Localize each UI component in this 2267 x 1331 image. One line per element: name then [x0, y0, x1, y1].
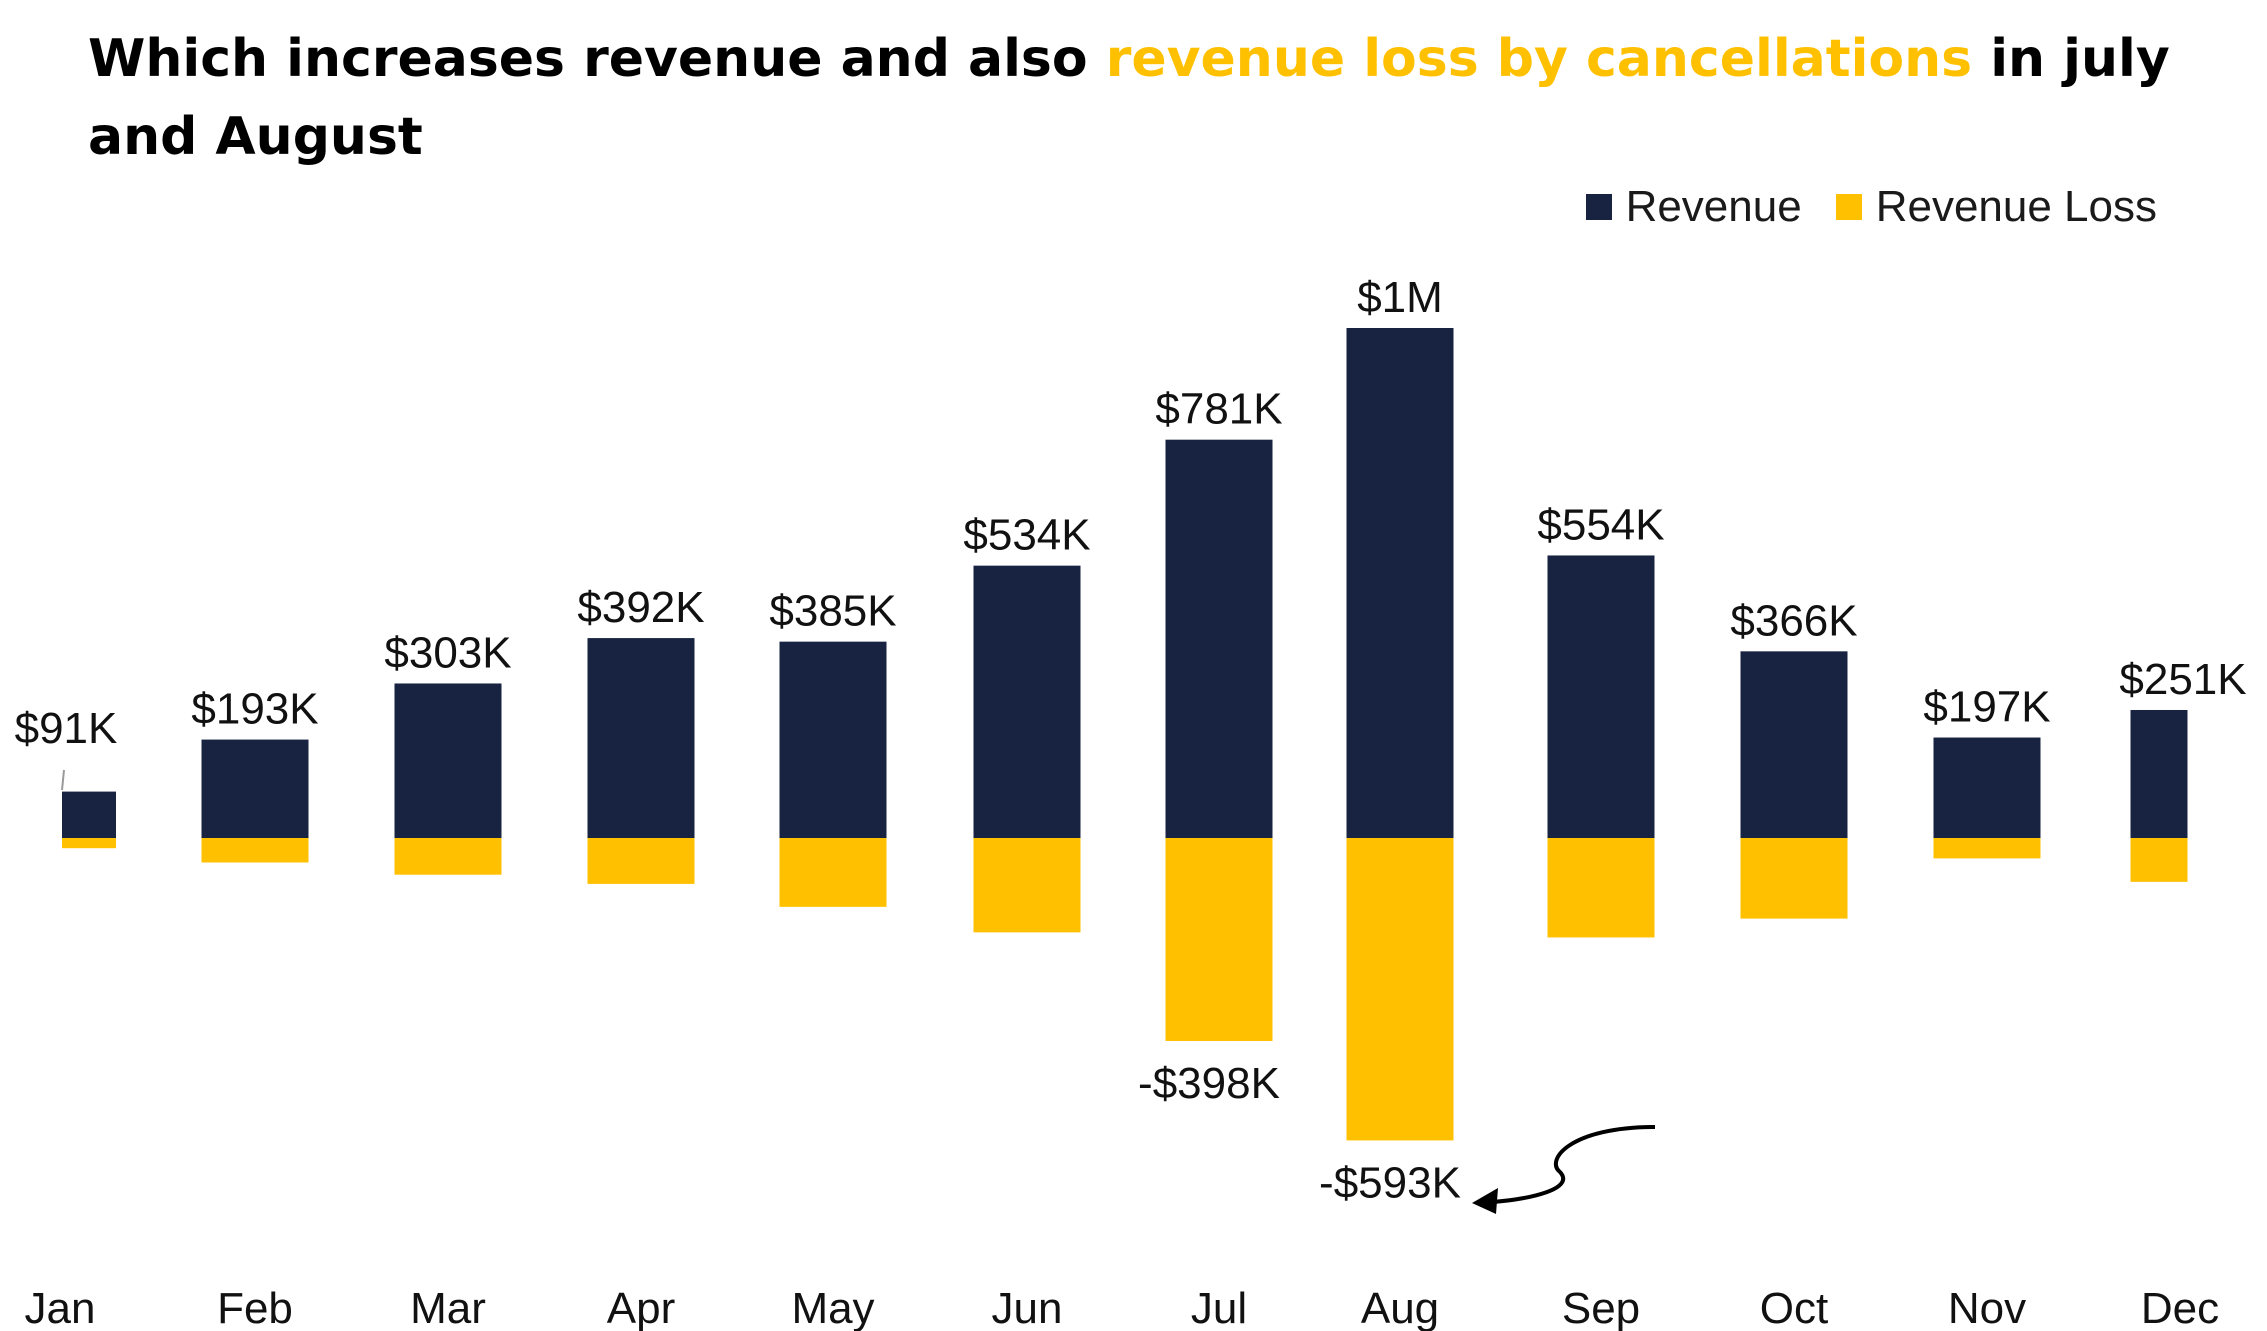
x-tick-label-jul: Jul — [1191, 1284, 1247, 1331]
legend-item-revenue: Revenue — [1585, 182, 1802, 232]
x-tick-label-sep: Sep — [1562, 1284, 1640, 1331]
bar-revenue-aug — [1346, 328, 1454, 838]
x-tick-label-oct: Oct — [1760, 1284, 1828, 1331]
bar-revenue-loss-jul — [1165, 838, 1273, 1041]
data-label-revenue-jan: $91K — [15, 704, 118, 753]
bar-revenue-jun — [973, 565, 1081, 838]
data-label-revenue-jun: $534K — [963, 511, 1090, 560]
annotation-arrow — [1477, 1125, 1656, 1205]
bar-revenue-loss-feb — [201, 838, 309, 863]
data-label-revenue-oct: $366K — [1730, 596, 1857, 645]
x-tick-label-apr: Apr — [607, 1284, 675, 1331]
bar-revenue-feb — [201, 739, 309, 838]
legend-label-revenue-loss: Revenue Loss — [1875, 182, 2157, 231]
bar-revenue-oct — [1740, 651, 1848, 838]
bar-revenue-apr — [587, 638, 695, 838]
x-axis-labels: Jan Feb Mar Apr May Jun Jul Aug Sep Oct Nov Dec — [25, 1284, 2220, 1331]
data-label-revenue-loss-aug: -$593K — [1319, 1158, 1461, 1207]
data-label-revenue-dec: $251K — [2119, 655, 2246, 704]
bar-revenue-loss-may — [779, 838, 887, 907]
x-tick-label-feb: Feb — [217, 1284, 293, 1331]
legend-label-revenue: Revenue — [1625, 182, 1802, 231]
bar-revenue-nov — [1933, 737, 2041, 838]
bar-revenue-loss-apr — [587, 838, 695, 884]
x-tick-label-may: May — [791, 1284, 874, 1331]
x-tick-label-mar: Mar — [410, 1284, 486, 1331]
bar-revenue-mar — [394, 683, 502, 838]
x-tick-label-aug: Aug — [1361, 1284, 1439, 1331]
annotation-arrowhead — [1472, 1188, 1498, 1214]
jan-label-leader-line — [61, 769, 65, 791]
title-part-2: in july and August — [88, 29, 2170, 167]
bar-revenue-jul — [1165, 439, 1273, 838]
bar-revenue-may — [779, 641, 887, 838]
bars-group — [62, 328, 2188, 1141]
bar-revenue-loss-aug — [1346, 838, 1454, 1141]
annotation-group — [1472, 1125, 1656, 1214]
legend-swatch-revenue-loss — [1835, 194, 1862, 220]
data-label-revenue-feb: $193K — [191, 685, 318, 734]
bar-revenue-loss-nov — [1933, 838, 2041, 859]
bar-revenue-loss-oct — [1740, 838, 1848, 919]
bar-revenue-jan — [62, 791, 116, 838]
data-label-revenue-nov: $197K — [1923, 683, 2050, 732]
data-label-revenue-may: $385K — [769, 587, 896, 636]
data-label-revenue-loss-jul: -$398K — [1138, 1059, 1280, 1108]
data-label-revenue-apr: $392K — [577, 583, 704, 632]
chart-title: Which increases revenue and also revenue… — [88, 20, 2188, 176]
bar-revenue-loss-jan — [62, 838, 116, 849]
x-tick-label-jan: Jan — [25, 1284, 96, 1331]
labels-group: $91K $193K $303K $392K $385K $534K $781K -$398K… — [15, 273, 2247, 1207]
x-tick-label-nov: Nov — [1948, 1284, 2026, 1331]
legend-swatch-revenue — [1585, 194, 1612, 220]
title-part-1: Which increases revenue and also — [88, 29, 1106, 89]
title-highlight: revenue loss by cancellations — [1105, 29, 1973, 89]
bar-revenue-loss-jun — [973, 838, 1081, 933]
data-label-revenue-sep: $554K — [1537, 500, 1664, 549]
bar-revenue-loss-mar — [394, 838, 502, 875]
x-tick-label-jun: Jun — [992, 1284, 1063, 1331]
x-tick-label-dec: Dec — [2141, 1284, 2219, 1331]
bar-revenue-dec — [2130, 709, 2188, 838]
bar-revenue-sep — [1547, 555, 1655, 838]
bar-revenue-loss-dec — [2130, 838, 2188, 882]
bar-revenue-loss-sep — [1547, 838, 1655, 938]
data-label-revenue-aug: $1M — [1357, 273, 1443, 322]
legend: Revenue Revenue Loss — [1585, 182, 2157, 232]
legend-item-revenue-loss: Revenue Loss — [1835, 182, 2157, 232]
data-label-revenue-jul: $781K — [1155, 385, 1282, 434]
data-label-revenue-mar: $303K — [384, 628, 511, 677]
